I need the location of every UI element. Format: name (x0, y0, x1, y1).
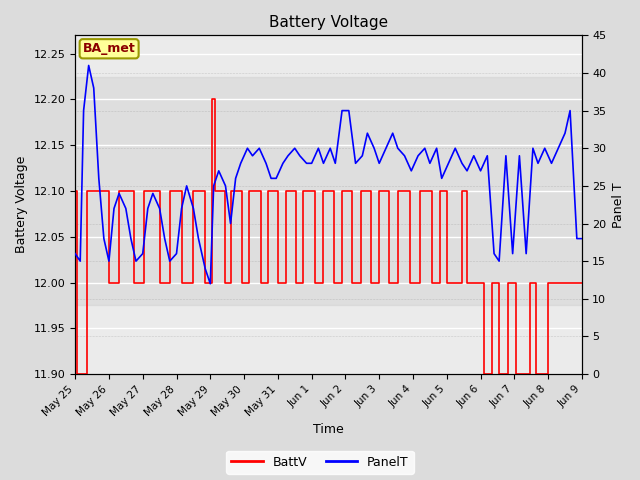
BattV (211, 96, 219, 102)
PanelT (215, 168, 223, 174)
BattV (239, 280, 246, 286)
BattV (208, 96, 216, 102)
PanelT (279, 160, 287, 166)
BattV (463, 188, 471, 194)
BattV (330, 188, 337, 194)
Legend: BattV, PanelT: BattV, PanelT (227, 451, 413, 474)
Y-axis label: Battery Voltage: Battery Voltage (15, 156, 28, 253)
BattV (73, 371, 81, 377)
Y-axis label: Panel T: Panel T (612, 182, 625, 228)
Title: Battery Voltage: Battery Voltage (269, 15, 388, 30)
PanelT (578, 236, 586, 241)
PanelT (490, 251, 498, 256)
PanelT (71, 251, 79, 256)
PanelT (149, 191, 157, 196)
BattV (578, 280, 586, 286)
PanelT (178, 205, 186, 211)
BattV (338, 188, 346, 194)
Line: BattV: BattV (75, 99, 582, 374)
Bar (75, 76, 582, 305)
Line: PanelT: PanelT (75, 65, 582, 284)
X-axis label: Time: Time (313, 423, 344, 436)
BattV (221, 280, 229, 286)
BattV (71, 188, 79, 194)
PanelT (319, 160, 327, 166)
PanelT (207, 281, 214, 287)
Text: BA_met: BA_met (83, 42, 136, 55)
PanelT (85, 62, 93, 68)
